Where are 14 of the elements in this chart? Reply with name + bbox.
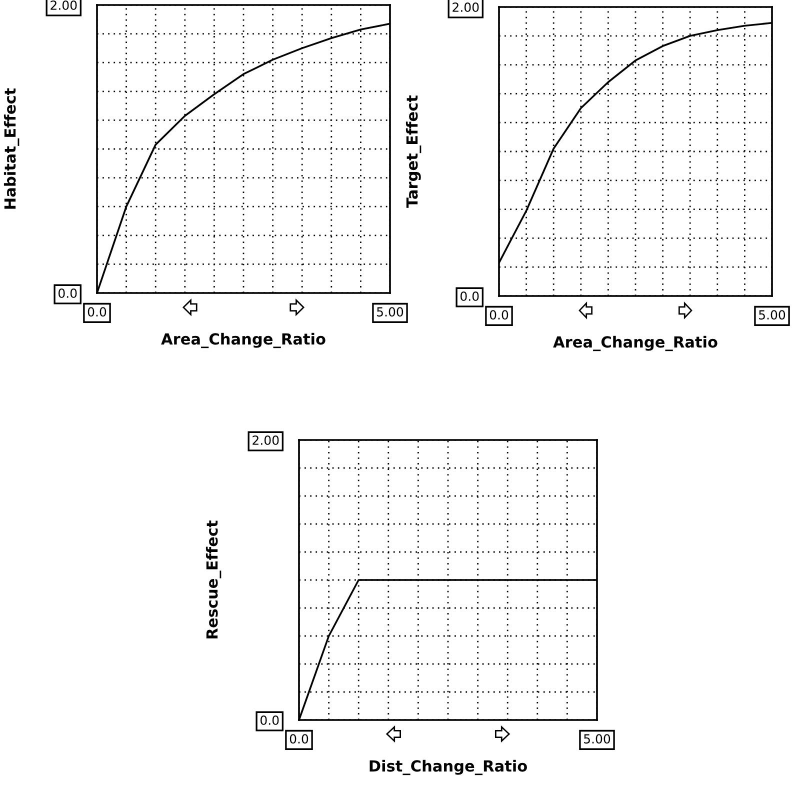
y-tick-label: 2.00 bbox=[50, 0, 77, 10]
y-axis-title: Rescue_Effect bbox=[206, 520, 222, 638]
x-axis-title: Dist_Change_Ratio bbox=[370, 760, 527, 776]
x-axis-title: Area_Change_Ratio bbox=[161, 332, 326, 348]
x-tick-label: 5.00 bbox=[759, 310, 786, 320]
x-axis-title: Area_Change_Ratio bbox=[553, 336, 718, 352]
x-tick-label: 5.00 bbox=[377, 307, 404, 317]
y-tick-label: 2.00 bbox=[252, 435, 279, 445]
x-tick-label: 0.0 bbox=[490, 310, 508, 320]
x-tick-label: 0.0 bbox=[88, 307, 106, 317]
y-tick-label: 2.00 bbox=[452, 2, 479, 12]
y-axis-title: Habitat_Effect bbox=[4, 88, 20, 209]
x-tick-label: 5.00 bbox=[584, 734, 610, 744]
y-axis-title: Target_Effect bbox=[406, 95, 422, 208]
